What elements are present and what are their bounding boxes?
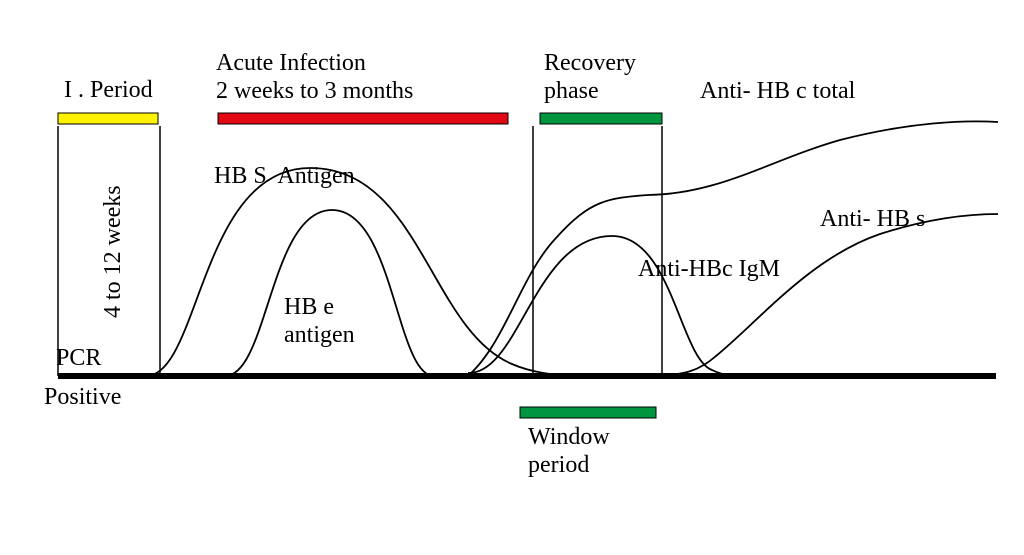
label-acute-infection: Acute Infection 2 weeks to 3 months [216, 50, 413, 105]
curve-hbs-antigen [146, 168, 580, 376]
acute-bar [218, 113, 508, 124]
phase-bars-group [58, 113, 662, 418]
label-pcr: PCR [56, 345, 101, 373]
label-window-period: Window period [528, 424, 610, 479]
label-hbe-antigen: HB e antigen [284, 294, 355, 349]
window-bar [520, 407, 656, 418]
recovery-bar [540, 113, 662, 124]
label-recovery-phase: Recovery phase [544, 50, 636, 105]
label-weeks-vertical: 4 to 12 weeks [100, 185, 128, 318]
chart-svg [0, 0, 1024, 555]
label-anti-hbs: Anti- HB s [820, 206, 925, 234]
label-i-period: I . Period [64, 77, 153, 105]
incubation-bar [58, 113, 158, 124]
label-hbs-antigen: HB S Antigen [214, 163, 355, 191]
curve-anti-hbs [646, 214, 998, 376]
label-anti-hbc-total: Anti- HB c total [700, 78, 855, 106]
diagram-stage: I . Period Acute Infection 2 weeks to 3 … [0, 0, 1024, 555]
curve-anti-hbc-total [468, 121, 998, 376]
label-positive: Positive [44, 384, 121, 412]
curve-hbe-antigen [225, 210, 434, 376]
label-anti-hbc-igm: Anti-HBc IgM [638, 256, 780, 284]
curves-group [146, 121, 998, 376]
